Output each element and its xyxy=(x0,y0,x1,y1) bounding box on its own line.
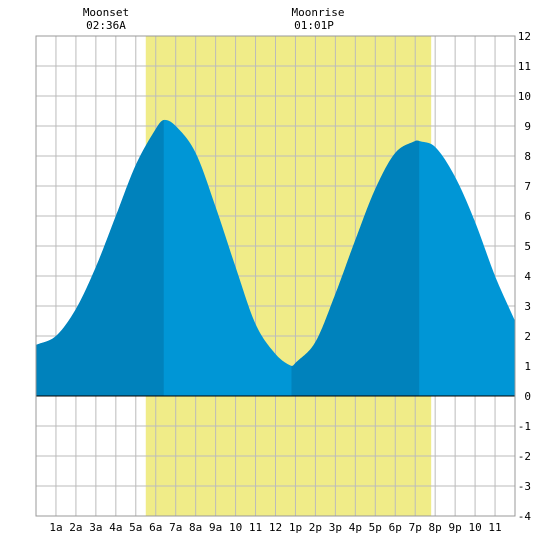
x-tick-label: 3p xyxy=(329,521,342,534)
tide-area-dark-band xyxy=(36,120,164,396)
moonset-label: Moonset xyxy=(83,6,129,19)
y-tick-label: 9 xyxy=(524,120,531,133)
x-tick-label: 8p xyxy=(429,521,442,534)
moonset-time: 02:36A xyxy=(86,19,126,32)
y-tick-label: 3 xyxy=(524,300,531,313)
x-tick-label: 4a xyxy=(109,521,122,534)
x-tick-label: 1a xyxy=(49,521,62,534)
x-tick-label: 7a xyxy=(169,521,182,534)
x-tick-label: 6a xyxy=(149,521,162,534)
x-tick-label: 5p xyxy=(369,521,382,534)
x-tick-label: 2a xyxy=(69,521,82,534)
y-tick-label: -1 xyxy=(518,420,531,433)
y-tick-label: 10 xyxy=(518,90,531,103)
y-tick-label: 6 xyxy=(524,210,531,223)
x-tick-label: 11 xyxy=(488,521,501,534)
plot-border xyxy=(35,35,516,517)
y-tick-label: -3 xyxy=(518,480,531,493)
y-tick-label: -4 xyxy=(518,510,532,523)
x-tick-label: 4p xyxy=(349,521,362,534)
x-tick-label: 5a xyxy=(129,521,142,534)
x-tick-label: 7p xyxy=(409,521,422,534)
y-tick-label: 1 xyxy=(524,360,531,373)
moonrise-time: 01:01P xyxy=(294,19,334,32)
y-tick-label: 0 xyxy=(524,390,531,403)
x-tick-label: 2p xyxy=(309,521,322,534)
y-tick-label: 12 xyxy=(518,30,531,43)
x-tick-label: 9p xyxy=(449,521,462,534)
x-tick-label: 3a xyxy=(89,521,102,534)
x-tick-label: 6p xyxy=(389,521,402,534)
y-tick-label: 4 xyxy=(524,270,531,283)
x-tick-label: 12 xyxy=(269,521,282,534)
tide-layer xyxy=(36,119,515,396)
y-tick-label: 11 xyxy=(518,60,531,73)
x-tick-label: 10 xyxy=(468,521,481,534)
x-tick-label: 9a xyxy=(209,521,222,534)
tide-area-dark-band xyxy=(291,140,420,396)
moonrise-label: Moonrise xyxy=(292,6,345,19)
y-tick-label: 8 xyxy=(524,150,531,163)
x-tick-label: 10 xyxy=(229,521,242,534)
y-tick-label: 5 xyxy=(524,240,531,253)
x-tick-label: 1p xyxy=(289,521,302,534)
y-tick-label: -2 xyxy=(518,450,531,463)
x-axis-labels: 1a 2a 3a 4a 5a 6a 7a 8a 9a 10 11 12 1p 2p 3p 4p 5p 6p 7p 8p… xyxy=(49,521,501,534)
y-tick-label: 7 xyxy=(524,180,531,193)
y-tick-label: 2 xyxy=(524,330,531,343)
x-tick-label: 11 xyxy=(249,521,262,534)
x-tick-label: 8a xyxy=(189,521,202,534)
